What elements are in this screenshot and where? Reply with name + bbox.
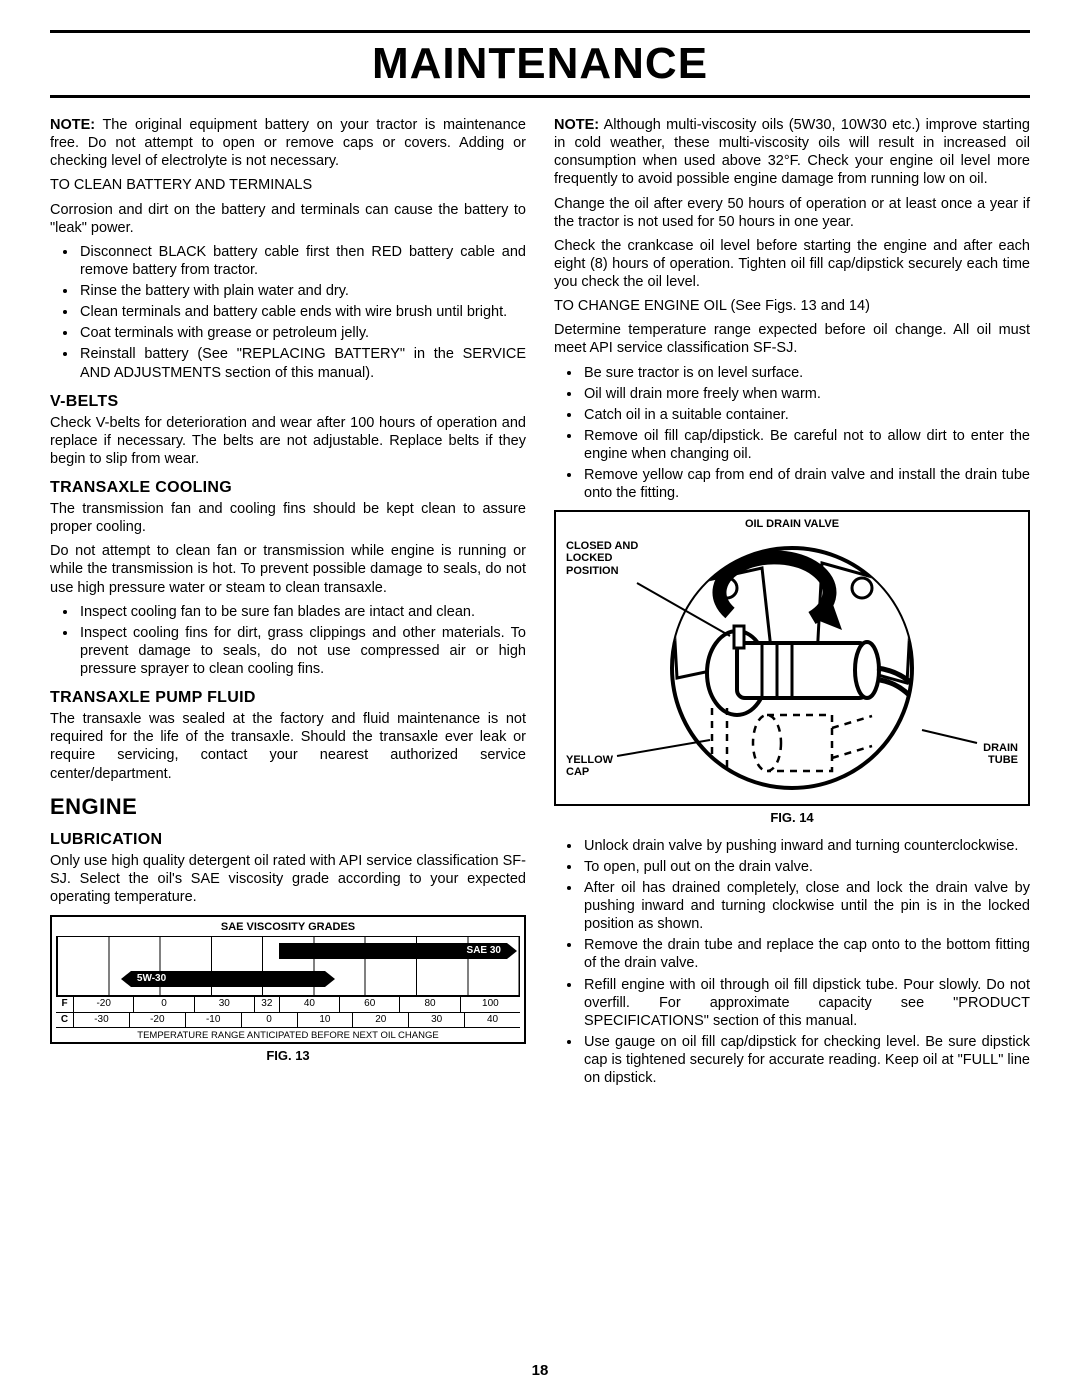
clean-title: TO CLEAN BATTERY AND TERMINALS (50, 176, 526, 194)
transcool-heading: TRANSAXLE COOLING (50, 478, 526, 498)
list-item: Remove the drain tube and replace the ca… (582, 936, 1030, 972)
content-columns: NOTE: The original equipment battery on … (50, 116, 1030, 1093)
list-item: Oil will drain more freely when warm. (582, 385, 1030, 403)
list-item: Inspect cooling fins for dirt, grass cli… (78, 624, 526, 678)
page-title: MAINTENANCE (50, 39, 1030, 89)
scale-f: F -20 0 30 32 40 60 80 100 (56, 996, 520, 1012)
transcool-p1: The transmission fan and cooling fins sh… (50, 500, 526, 536)
list-item: Inspect cooling fan to be sure fan blade… (78, 603, 526, 621)
list-item: Remove yellow cap from end of drain valv… (582, 466, 1030, 502)
pump-text: The transaxle was sealed at the factory … (50, 710, 526, 783)
fig14-caption: FIG. 14 (554, 810, 1030, 826)
list-item: Clean terminals and battery cable ends w… (78, 303, 526, 321)
transcool-p2: Do not attempt to clean fan or transmiss… (50, 542, 526, 596)
list-item: Reinstall battery (See "REPLACING BATTER… (78, 345, 526, 381)
rule-bottom (50, 95, 1030, 98)
list-item: After oil has drained completely, close … (582, 879, 1030, 933)
list-item: Remove oil fill cap/dipstick. Be careful… (582, 427, 1030, 463)
clean-list: Disconnect BLACK battery cable first the… (50, 243, 526, 382)
list-item: Catch oil in a suitable container. (582, 406, 1030, 424)
vbelts-text: Check V-belts for deterioration and wear… (50, 414, 526, 468)
label-closed: CLOSED AND LOCKED POSITION (566, 540, 646, 576)
list-item: Refill engine with oil through oil fill … (582, 976, 1030, 1030)
clean-intro: Corrosion and dirt on the battery and te… (50, 201, 526, 237)
list-item: Unlock drain valve by pushing inward and… (582, 837, 1030, 855)
list-item: Rinse the battery with plain water and d… (78, 282, 526, 300)
label-drain: DRAIN TUBE (968, 742, 1018, 766)
transcool-list: Inspect cooling fan to be sure fan blade… (50, 603, 526, 679)
lub-text: Only use high quality detergent oil rate… (50, 852, 526, 906)
lub-heading: LUBRICATION (50, 830, 526, 850)
visc-footer: TEMPERATURE RANGE ANTICIPATED BEFORE NEX… (56, 1027, 520, 1042)
change-intro: Determine temperature range expected bef… (554, 321, 1030, 357)
diagram-area: OIL DRAIN VALVE CLOSED AND LOCKED POSITI… (562, 518, 1022, 798)
left-column: NOTE: The original equipment battery on … (50, 116, 526, 1093)
change-list-1: Be sure tractor is on level surface. Oil… (554, 364, 1030, 503)
rule-top (50, 30, 1030, 33)
oil-p2: Change the oil after every 50 hours of o… (554, 195, 1030, 231)
page-number: 18 (0, 1362, 1080, 1379)
diagram-title: OIL DRAIN VALVE (562, 518, 1022, 530)
visc-grid: SAE 30 5W-30 (56, 936, 520, 996)
pump-heading: TRANSAXLE PUMP FLUID (50, 688, 526, 708)
list-item: Use gauge on oil fill cap/dipstick for c… (582, 1033, 1030, 1087)
list-item: To open, pull out on the drain valve. (582, 858, 1030, 876)
change-list-2: Unlock drain valve by pushing inward and… (554, 837, 1030, 1088)
right-column: NOTE: Although multi-viscosity oils (5W3… (554, 116, 1030, 1093)
scale-c: C -30 -20 -10 0 10 20 30 40 (56, 1012, 520, 1028)
viscosity-chart: SAE VISCOSITY GRADES SAE 30 5W-30 F -20 … (50, 915, 526, 1045)
visc-title: SAE VISCOSITY GRADES (56, 921, 520, 935)
engine-heading: ENGINE (50, 793, 526, 821)
vbelts-heading: V-BELTS (50, 392, 526, 412)
label-yellow: YELLOW CAP (566, 754, 626, 778)
fig13-caption: FIG. 13 (50, 1048, 526, 1064)
change-title: TO CHANGE ENGINE OIL (See Figs. 13 and 1… (554, 297, 1030, 315)
bar-5w30: 5W-30 (131, 971, 325, 987)
oil-note: NOTE: Although multi-viscosity oils (5W3… (554, 116, 1030, 189)
list-item: Be sure tractor is on level surface. (582, 364, 1030, 382)
oil-p3: Check the crankcase oil level before sta… (554, 237, 1030, 291)
oil-drain-diagram: OIL DRAIN VALVE CLOSED AND LOCKED POSITI… (554, 510, 1030, 806)
list-item: Disconnect BLACK battery cable first the… (78, 243, 526, 279)
bar-sae30: SAE 30 (279, 943, 507, 959)
battery-note: NOTE: The original equipment battery on … (50, 116, 526, 170)
list-item: Coat terminals with grease or petroleum … (78, 324, 526, 342)
